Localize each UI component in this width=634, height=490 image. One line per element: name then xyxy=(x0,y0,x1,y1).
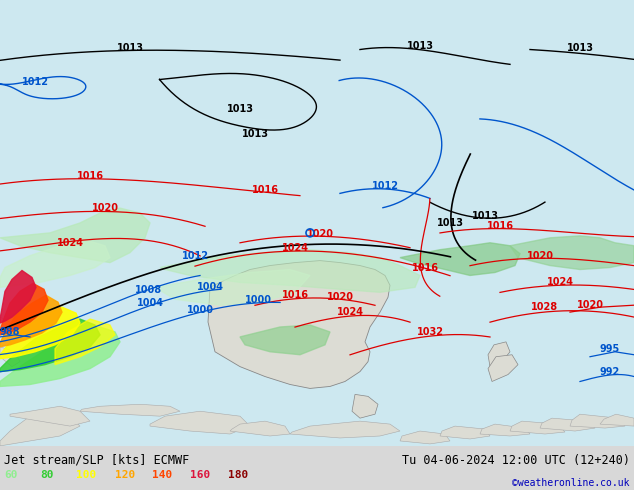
Polygon shape xyxy=(352,394,378,418)
Polygon shape xyxy=(0,327,120,387)
Polygon shape xyxy=(0,317,15,337)
Polygon shape xyxy=(570,414,625,428)
Text: 160: 160 xyxy=(190,470,210,480)
Text: 60: 60 xyxy=(4,470,18,480)
Text: 1013: 1013 xyxy=(406,41,434,50)
Text: 80: 80 xyxy=(40,470,53,480)
Text: 1013: 1013 xyxy=(436,218,463,228)
Polygon shape xyxy=(488,355,518,382)
Text: ©weatheronline.co.uk: ©weatheronline.co.uk xyxy=(512,478,630,488)
Polygon shape xyxy=(160,250,420,293)
Text: 1024: 1024 xyxy=(547,277,574,288)
Text: 1004: 1004 xyxy=(136,298,164,308)
Polygon shape xyxy=(540,418,595,431)
Text: 1016: 1016 xyxy=(411,263,439,272)
Text: 140: 140 xyxy=(152,470,172,480)
Text: 1020: 1020 xyxy=(306,229,333,239)
Text: 1032: 1032 xyxy=(417,327,444,337)
Text: 1016: 1016 xyxy=(486,221,514,231)
Polygon shape xyxy=(155,270,310,305)
Text: 1013: 1013 xyxy=(472,211,498,221)
Polygon shape xyxy=(80,404,180,416)
Polygon shape xyxy=(0,307,80,359)
Polygon shape xyxy=(0,240,110,287)
Text: 1016: 1016 xyxy=(281,290,309,300)
Polygon shape xyxy=(0,208,150,263)
Polygon shape xyxy=(0,347,20,367)
Text: 1000: 1000 xyxy=(186,305,214,315)
Text: Tu 04-06-2024 12:00 UTC (12+240): Tu 04-06-2024 12:00 UTC (12+240) xyxy=(402,454,630,467)
Polygon shape xyxy=(600,414,634,426)
Text: 1012: 1012 xyxy=(181,251,209,261)
Text: 1020: 1020 xyxy=(91,203,119,213)
Text: 1020: 1020 xyxy=(526,251,553,261)
Text: 1020: 1020 xyxy=(576,300,604,310)
Text: 1012: 1012 xyxy=(372,181,399,191)
Polygon shape xyxy=(10,406,90,426)
Polygon shape xyxy=(0,411,80,446)
Text: 1012: 1012 xyxy=(22,77,48,87)
Text: Jet stream/SLP [kts] ECMWF: Jet stream/SLP [kts] ECMWF xyxy=(4,454,190,467)
Text: 1013: 1013 xyxy=(117,43,143,52)
Polygon shape xyxy=(400,431,450,444)
Text: 995: 995 xyxy=(600,344,620,354)
Text: 1024: 1024 xyxy=(281,243,309,253)
Polygon shape xyxy=(510,421,565,434)
Text: 992: 992 xyxy=(600,367,620,377)
Text: 1000: 1000 xyxy=(245,295,271,305)
Polygon shape xyxy=(208,261,390,389)
Text: 1016: 1016 xyxy=(77,172,103,181)
Text: 1004: 1004 xyxy=(197,282,224,293)
Text: 1013: 1013 xyxy=(242,129,269,139)
Polygon shape xyxy=(55,319,115,365)
Text: 180: 180 xyxy=(228,470,249,480)
Text: 120: 120 xyxy=(115,470,135,480)
Text: 100: 100 xyxy=(76,470,96,480)
Polygon shape xyxy=(400,243,520,275)
Text: 1013: 1013 xyxy=(226,104,254,114)
Text: 1024: 1024 xyxy=(337,307,363,317)
Polygon shape xyxy=(488,342,510,367)
Polygon shape xyxy=(0,295,62,347)
Polygon shape xyxy=(230,421,290,436)
Polygon shape xyxy=(440,426,490,439)
Polygon shape xyxy=(290,421,400,438)
Polygon shape xyxy=(480,424,530,436)
Text: 1024: 1024 xyxy=(56,238,84,248)
Polygon shape xyxy=(240,325,330,355)
Text: 1013: 1013 xyxy=(567,43,593,52)
Text: 1016: 1016 xyxy=(252,185,278,195)
Text: 1028: 1028 xyxy=(531,302,559,312)
Polygon shape xyxy=(510,236,634,270)
Text: 1008: 1008 xyxy=(134,285,162,295)
Polygon shape xyxy=(0,283,48,335)
Polygon shape xyxy=(0,319,100,371)
Text: 988: 988 xyxy=(0,327,20,337)
Polygon shape xyxy=(150,411,250,434)
Polygon shape xyxy=(0,270,36,323)
Text: 1020: 1020 xyxy=(327,292,354,302)
